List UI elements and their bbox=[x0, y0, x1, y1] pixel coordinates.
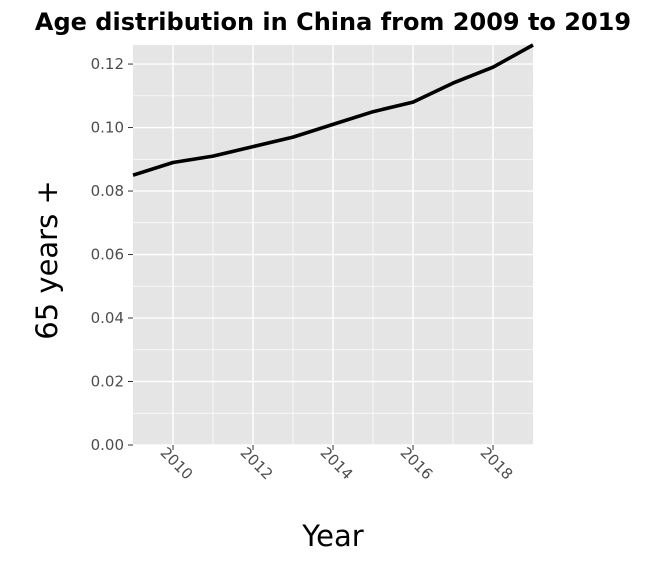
x-tick-label: 2018 bbox=[477, 444, 517, 484]
y-tick-label: 0.04 bbox=[91, 309, 124, 327]
chart-title: Age distribution in China from 2009 to 2… bbox=[35, 8, 631, 36]
x-tick-label: 2014 bbox=[317, 444, 357, 484]
x-axis: 2010 2012 2014 2016 2018 bbox=[157, 444, 517, 484]
y-tick-label: 0.00 bbox=[91, 436, 124, 454]
major-gridlines bbox=[133, 45, 533, 446]
x-axis-title: Year bbox=[301, 519, 363, 553]
y-tick-label: 0.08 bbox=[91, 182, 124, 200]
y-tick-label: 0.02 bbox=[91, 373, 124, 391]
x-tick-label: 2016 bbox=[397, 444, 437, 484]
x-tick-label: 2010 bbox=[157, 444, 197, 484]
x-tick-label: 2012 bbox=[237, 444, 277, 484]
series-line bbox=[132, 43, 534, 177]
series-layer bbox=[132, 43, 534, 177]
y-tick-label: 0.12 bbox=[91, 55, 124, 73]
y-tick-label: 0.06 bbox=[91, 246, 124, 264]
y-tick-label: 0.10 bbox=[91, 119, 124, 137]
y-axis-title: 65 years + bbox=[30, 180, 64, 339]
y-axis: 0.00 0.02 0.04 0.06 0.08 0.10 0.12 bbox=[91, 55, 133, 454]
